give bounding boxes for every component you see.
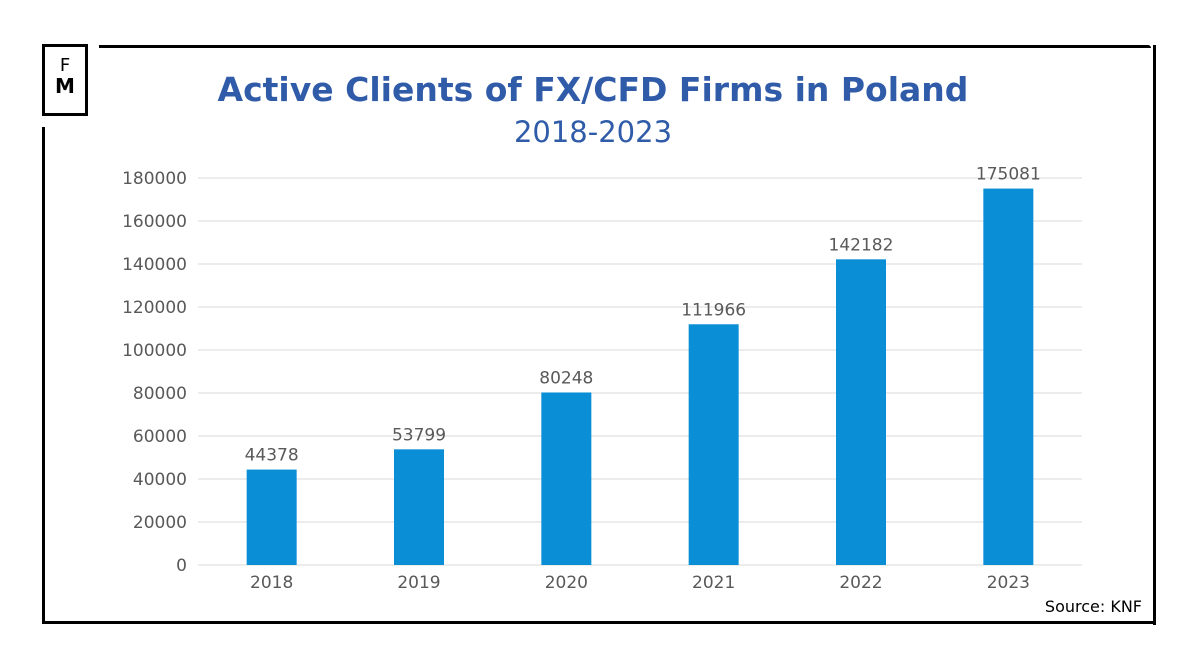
data-label-2023: 175081 [976,165,1041,185]
data-label-2020: 80248 [539,368,593,388]
x-tick-label: 2018 [250,573,293,593]
y-tick-label: 160000 [122,212,187,232]
bar-2023 [983,188,1034,565]
y-tick-label: 20000 [133,513,187,533]
x-tick-label: 2020 [545,573,588,593]
chart-subtitle: 2018-2023 [513,115,673,149]
y-tick-label: 80000 [133,384,187,404]
y-tick-label: 0 [176,556,187,576]
data-label-2019: 53799 [392,425,446,445]
y-tick-label: 180000 [122,169,187,189]
y-tick-label: 120000 [122,298,187,318]
data-label-2021: 111966 [681,300,746,320]
bar-2022 [836,259,886,565]
fm-logo: F M [42,44,88,116]
frame-border-top [99,45,1151,48]
source-note: Source: KNF [1044,597,1142,616]
logo-letter-m: M [55,74,75,98]
bar-2018 [246,469,297,565]
chart-title: Active Clients of FX/CFD Firms in Poland [217,70,969,109]
x-tick-label: 2022 [839,573,882,593]
bar-2020 [541,392,592,565]
frame-border-bottom [42,621,1156,624]
frame-border-left [42,127,45,624]
frame-border-right [1153,45,1156,625]
x-tick-label: 2019 [397,573,440,593]
data-label-2022: 142182 [829,235,894,255]
bar-2021 [688,324,739,565]
y-tick-label: 40000 [133,470,187,490]
x-tick-label: 2021 [692,573,735,593]
bar-2019 [394,449,444,565]
logo-letter-f: F [59,55,71,76]
y-tick-label: 140000 [122,255,187,275]
x-tick-label: 2023 [987,573,1030,593]
data-label-2018: 44378 [245,446,299,466]
y-tick-label: 60000 [133,427,187,447]
y-tick-label: 100000 [122,341,187,361]
